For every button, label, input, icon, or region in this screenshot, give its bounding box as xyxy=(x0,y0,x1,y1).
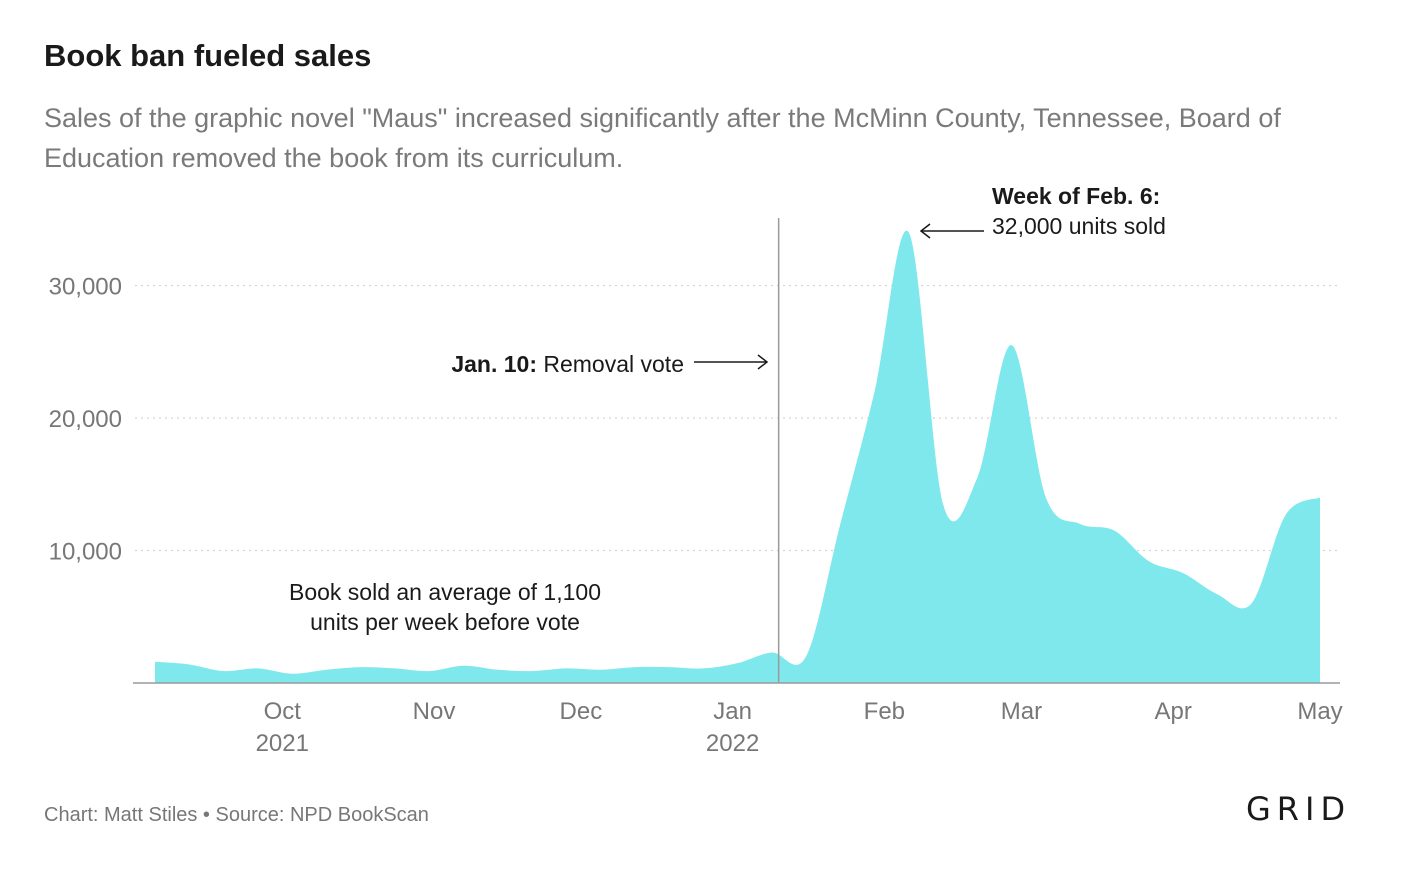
grid-logo: GRID xyxy=(1246,790,1352,828)
x-tick-label: May xyxy=(1297,698,1342,725)
removal-vote-annotation: Jan. 10: Removal vote xyxy=(451,351,684,377)
x-tick-year-label: 2021 xyxy=(256,730,309,757)
x-tick-label: Mar xyxy=(1001,698,1042,725)
peak-annotation-title: Week of Feb. 6: xyxy=(992,183,1160,209)
average-annotation-line: units per week before vote xyxy=(310,609,580,635)
source-credit: Chart: Matt Stiles • Source: NPD BookSca… xyxy=(44,804,429,826)
peak-arrowhead xyxy=(919,223,931,239)
x-tick-label: Dec xyxy=(560,698,603,725)
removal-vote-arrowhead xyxy=(757,354,769,370)
average-annotation-line: Book sold an average of 1,100 xyxy=(289,579,601,605)
x-tick-year-label: 2022 xyxy=(706,730,759,757)
x-tick-label: Apr xyxy=(1154,698,1191,725)
x-tick-label: Nov xyxy=(413,698,456,725)
x-tick-label: Jan xyxy=(713,698,752,725)
x-tick-label: Oct xyxy=(264,698,302,725)
y-tick-label: 10,000 xyxy=(49,539,122,566)
peak-annotation-value: 32,000 units sold xyxy=(992,213,1166,239)
chart-subtitle: Sales of the graphic novel "Maus" increa… xyxy=(44,103,1281,173)
y-tick-label: 20,000 xyxy=(49,406,122,433)
x-tick-label: Feb xyxy=(864,698,905,725)
y-tick-label: 30,000 xyxy=(49,274,122,301)
chart: 10,000 20,000 30,000 Oct 2021 Nov Dec Jan 2022 Fe… xyxy=(49,183,1343,757)
sales-area xyxy=(155,230,1320,684)
chart-title: Book ban fueled sales xyxy=(44,38,372,73)
